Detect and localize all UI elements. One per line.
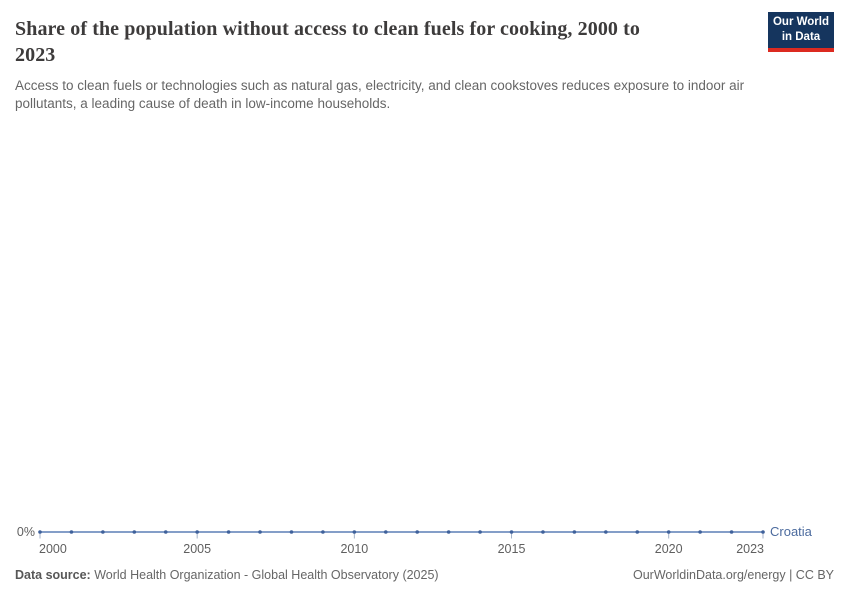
x-axis-tick-label: 2023 [736,542,764,556]
data-point [352,530,357,534]
chart-subtitle: Access to clean fuels or technologies su… [15,78,745,111]
data-point [446,530,451,534]
data-point [604,530,608,534]
data-point [321,530,325,534]
data-point [478,530,482,534]
data-point [132,530,137,534]
data-point [698,530,702,534]
data-point [38,530,42,534]
data-point [541,530,545,534]
x-axis-tick-label: 2005 [183,542,211,556]
x-axis-tick-label: 2015 [498,542,526,556]
data-point [761,530,765,534]
data-point [666,530,671,534]
y-axis-tick-label: 0% [17,525,35,539]
data-source-text: World Health Organization - Global Healt… [90,568,439,582]
data-point [415,530,420,534]
chart-title: Share of the population without access t… [15,18,640,66]
data-point [729,530,734,534]
data-point [101,530,105,534]
data-point [195,530,199,534]
chart-header: Share of the population without access t… [15,16,757,113]
x-axis-tick-label: 2000 [39,542,67,556]
data-point [383,530,388,534]
credit-line: OurWorldinData.org/energy | CC BY [632,568,834,582]
chart-footer: Data source: World Health Organization -… [15,568,834,582]
data-source-label: Data source: [15,568,91,582]
data-point [69,530,74,534]
data-source: Data source: World Health Organization -… [15,568,439,582]
owid-logo-line1: Our World [772,16,829,29]
data-point [572,530,577,534]
data-point [289,530,294,534]
data-point [163,530,168,534]
owid-logo: Our World in Data [768,12,834,52]
x-axis-tick-label: 2010 [340,542,368,556]
owid-logo-line2: in Data [781,31,821,43]
x-axis-tick-label: 2020 [655,542,683,556]
data-point [258,530,262,534]
entity-label-croatia: Croatia [770,524,813,539]
data-point [635,530,640,534]
data-point [509,530,514,534]
chart-plot: 2000 2005 2010 2015 2020 2023 0% Croatia [17,524,813,556]
data-point [226,530,231,534]
